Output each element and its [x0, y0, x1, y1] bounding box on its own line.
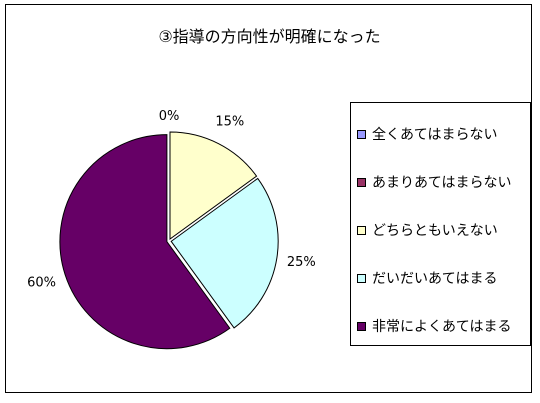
legend-label-3: どちらともいえない	[372, 223, 498, 239]
chart-title: ③指導の方向性が明確になった	[158, 27, 381, 46]
legend-item-5: 非常によくあてはまる	[357, 316, 511, 336]
legend-swatch-1	[357, 129, 366, 139]
pie-slice-4	[170, 177, 279, 329]
pie-chart: 15% 25% 60% 0%	[27, 109, 316, 350]
pie-slice-3	[169, 131, 258, 241]
data-label-5: 60%	[27, 275, 56, 290]
legend-swatch-5	[357, 321, 366, 331]
legend-item-3: どちらともいえない	[357, 220, 498, 240]
legend-label-5: 非常によくあてはまる	[372, 319, 512, 335]
legend-label-1: 全くあてはまらない	[372, 127, 498, 143]
legend-swatch-4	[357, 273, 366, 283]
pie-slice-5	[59, 134, 231, 350]
legend-swatch-3	[357, 225, 366, 235]
legend-label-2: あまりあてはまらない	[372, 175, 512, 191]
legend-label-4: だいだいあてはまる	[372, 271, 498, 287]
chart-area: ③指導の方向性が明確になった 15% 25% 60% 0% 全くあてはまらない あまりあ…	[5, 4, 532, 393]
legend-item-4: だいだいあてはまる	[357, 268, 497, 288]
data-label-zero: 0%	[159, 109, 180, 124]
legend-swatch-2	[357, 177, 366, 187]
data-label-3: 15%	[215, 115, 244, 130]
data-label-4: 25%	[287, 255, 316, 270]
legend-item-1: 全くあてはまらない	[357, 124, 497, 144]
legend: 全くあてはまらない あまりあてはまらない どちらともいえない だいだいあてはまる 非常に…	[350, 102, 531, 346]
legend-item-2: あまりあてはまらない	[357, 172, 511, 192]
